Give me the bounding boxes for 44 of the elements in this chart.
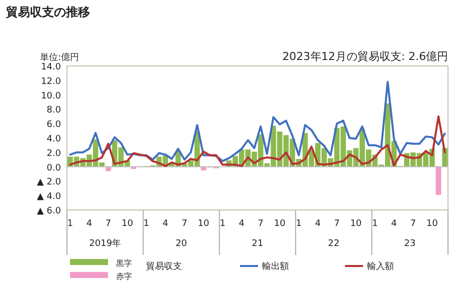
legend-label: 輸出額 <box>262 261 289 272</box>
text: 2019年 <box>89 238 122 249</box>
x-tick-label: 7 <box>258 219 264 229</box>
x-tick-label: 10 <box>426 219 438 229</box>
y-tick-label: 12.0 <box>40 76 62 87</box>
y-tick-label: ▲ 4.0 <box>36 192 62 202</box>
x-tick-label: 4 <box>238 219 245 229</box>
chart-title: 貿易収支の推移 <box>5 5 90 19</box>
x-tick-label: 1 <box>67 219 74 229</box>
x-tick-label: 10 <box>198 219 210 229</box>
text: 22 <box>328 239 340 249</box>
legend-label: 赤字 <box>116 272 132 281</box>
legend-title: 貿易収支 <box>146 261 182 272</box>
x-tick-label: 10 <box>274 219 286 229</box>
x-tick-label: 7 <box>105 219 112 229</box>
x-tick-label: 1 <box>220 219 226 229</box>
y-tick-label: 2.0 <box>46 148 62 159</box>
x-tick-label: 1 <box>144 219 150 229</box>
x-tick-label: 7 <box>182 219 188 229</box>
text: 21 <box>252 239 264 249</box>
y-tick-label: 14.0 <box>40 62 62 72</box>
y-tick-label: 4.0 <box>46 134 62 144</box>
y-tick-label: ▲ 2.0 <box>36 178 62 188</box>
chart-subtitle: 2023年12月の貿易収支: 2.6億円 <box>282 50 448 63</box>
x-tick-label: 1 <box>372 219 378 229</box>
y-tick-label: 8.0 <box>46 106 62 116</box>
text: 20 <box>176 239 188 249</box>
x-tick-label: 10 <box>350 219 362 229</box>
x-tick-label: 4 <box>314 219 321 229</box>
x-tick-label: 7 <box>410 219 416 229</box>
x-tick-label: 4 <box>391 219 398 229</box>
y-tick-label: 10.0 <box>40 91 62 102</box>
y-tick-label: ▲ 6.0 <box>36 206 62 216</box>
x-tick-label: 7 <box>334 219 340 229</box>
x-tick-label: 4 <box>86 219 92 229</box>
x-tick-label: 1 <box>296 219 302 229</box>
x-tick-label: 4 <box>162 219 169 229</box>
text: 23 <box>404 239 416 249</box>
y-tick-label: 0.0 <box>46 163 62 174</box>
x-tick-label: 10 <box>122 219 134 229</box>
legend-label: 黒字 <box>116 259 132 268</box>
y-axis-title: 単位:億円 <box>40 52 80 63</box>
y-tick-label: 6.0 <box>46 120 62 130</box>
legend-label: 輸入額 <box>367 261 394 272</box>
